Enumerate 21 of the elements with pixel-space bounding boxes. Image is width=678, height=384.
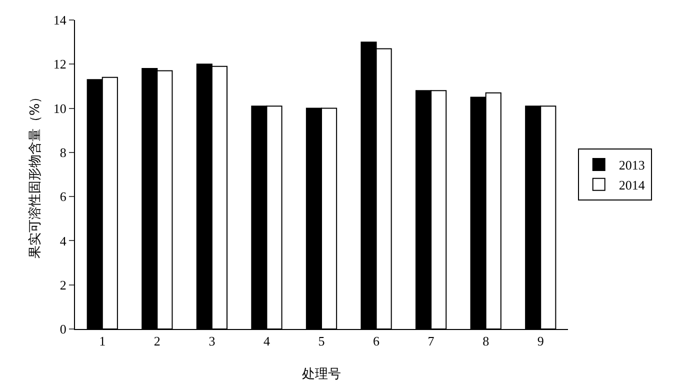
x-tick-label: 3 <box>208 334 216 349</box>
x-axis-title: 处理号 <box>302 367 341 382</box>
y-tick-label: 12 <box>53 56 66 72</box>
y-tick-label: 2 <box>60 277 66 292</box>
x-tick-label: 6 <box>373 334 380 349</box>
legend-label: 2013 <box>618 158 645 173</box>
x-tick-label: 4 <box>263 334 270 349</box>
legend-label: 2014 <box>618 177 646 192</box>
x-tick-label: 1 <box>99 334 106 349</box>
y-tick-label: 0 <box>60 322 66 337</box>
y-tick-label: 6 <box>60 189 67 204</box>
y-tick-label: 10 <box>53 100 66 116</box>
y-tick-label: 8 <box>60 144 66 160</box>
x-tick-label: 7 <box>428 334 435 349</box>
x-tick-label: 9 <box>537 334 544 349</box>
x-tick-label: 5 <box>318 334 325 349</box>
x-tick-label: 2 <box>154 334 160 349</box>
y-axis-title: 果实可溶性固形物含量（%） <box>27 90 43 259</box>
x-tick-label: 8 <box>482 334 490 349</box>
y-tick-label: 14 <box>53 12 67 28</box>
y-tick-label: 4 <box>60 233 67 248</box>
